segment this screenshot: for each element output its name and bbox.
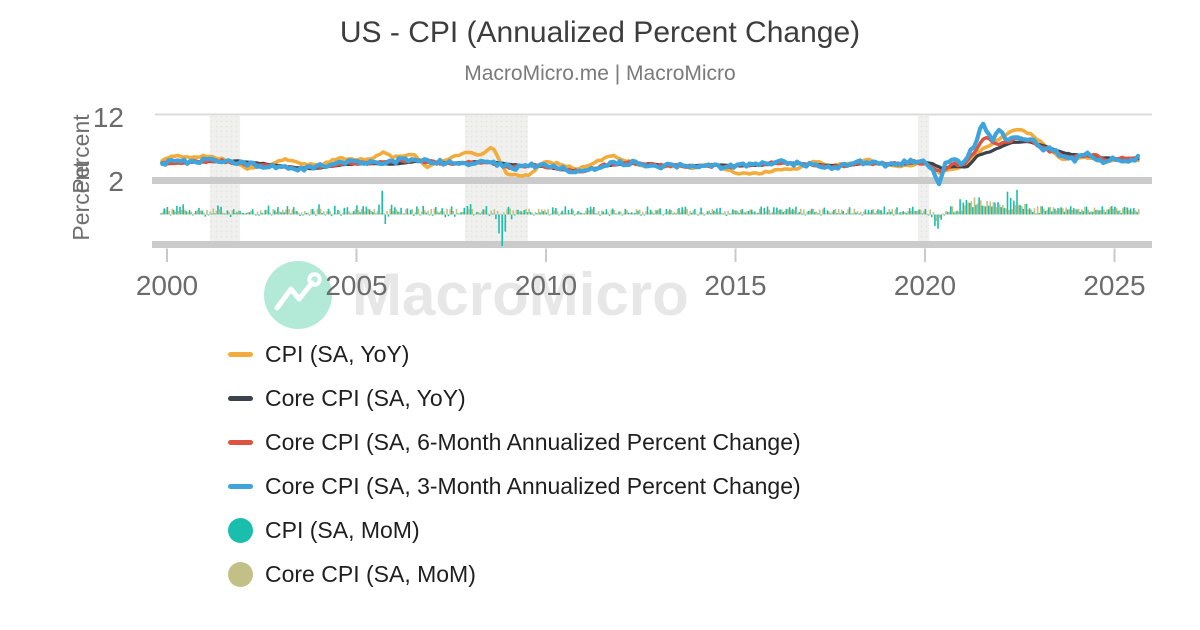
legend-label: CPI (SA, YoY) xyxy=(265,341,410,367)
x-tick-label: 2015 xyxy=(704,270,767,301)
legend-item-core-cpi-mom[interactable]: Core CPI (SA, MoM) xyxy=(228,561,801,588)
legend-item-core-cpi-6m[interactable]: Core CPI (SA, 6-Month Annualized Percent… xyxy=(228,429,801,456)
legend-item-cpi-yoy[interactable]: CPI (SA, YoY) xyxy=(228,341,801,368)
legend-label: Core CPI (SA, 6-Month Annualized Percent… xyxy=(265,429,801,455)
chart-title: US - CPI (Annualized Percent Change) xyxy=(339,16,861,49)
watermark-brand-text: MacroMicro xyxy=(352,261,689,328)
legend-line-swatch xyxy=(228,440,253,445)
legend: CPI (SA, YoY) Core CPI (SA, YoY) Core CP… xyxy=(228,341,801,605)
legend-circle-swatch xyxy=(228,562,253,587)
legend-item-core-cpi-3m[interactable]: Core CPI (SA, 3-Month Annualized Percent… xyxy=(228,473,801,500)
chart-subtitle: MacroMicro.me | MacroMicro xyxy=(464,62,736,85)
x-tick-label: 2010 xyxy=(514,270,578,301)
x-tick-label: 2000 xyxy=(135,270,199,301)
legend-item-cpi-mom[interactable]: CPI (SA, MoM) xyxy=(228,517,801,544)
legend-label: Core CPI (SA, YoY) xyxy=(265,385,466,411)
x-tick-label: 2020 xyxy=(893,270,957,301)
x-tick-label: 2025 xyxy=(1083,270,1146,301)
macromicro-logo-icon xyxy=(264,261,332,329)
legend-label: Core CPI (SA, MoM) xyxy=(265,561,476,587)
legend-item-core-cpi-yoy[interactable]: Core CPI (SA, YoY) xyxy=(228,385,801,412)
x-tick-label: 2005 xyxy=(325,270,388,301)
legend-label: CPI (SA, MoM) xyxy=(265,517,420,543)
legend-circle-swatch xyxy=(228,518,253,543)
legend-label: Core CPI (SA, 3-Month Annualized Percent… xyxy=(265,473,801,499)
legend-line-swatch xyxy=(228,396,253,401)
legend-line-swatch xyxy=(228,484,253,489)
y-tick-label-12: 12 xyxy=(92,102,124,133)
legend-line-swatch xyxy=(228,352,253,357)
y-tick-label-2: 2 xyxy=(108,166,124,197)
